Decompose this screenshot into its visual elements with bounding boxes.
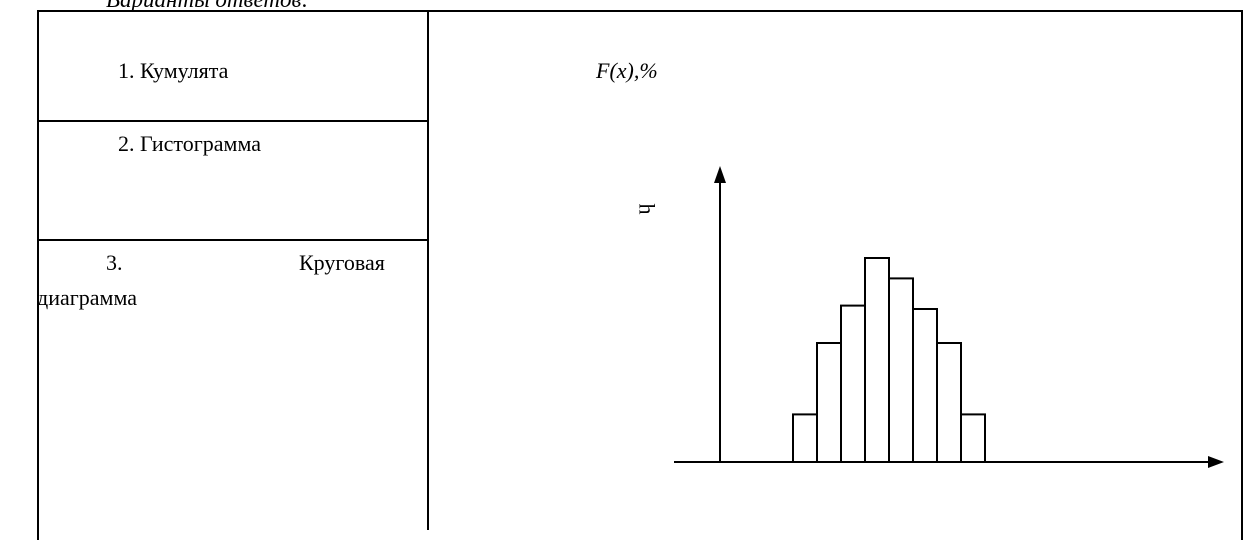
histogram-bar-2 (817, 343, 841, 462)
histogram-bar-1 (793, 414, 817, 462)
x-axis-arrow (1208, 456, 1224, 468)
histogram-bar-6 (913, 309, 937, 462)
histogram-bar-3 (841, 306, 865, 462)
histogram-bars (793, 258, 985, 462)
histogram-bar-8 (961, 414, 985, 462)
y-axis-arrow (714, 166, 726, 183)
histogram-bar-7 (937, 343, 961, 462)
histogram-bar-4 (865, 258, 889, 462)
histogram-chart (0, 0, 1249, 524)
histogram-bar-5 (889, 278, 913, 462)
